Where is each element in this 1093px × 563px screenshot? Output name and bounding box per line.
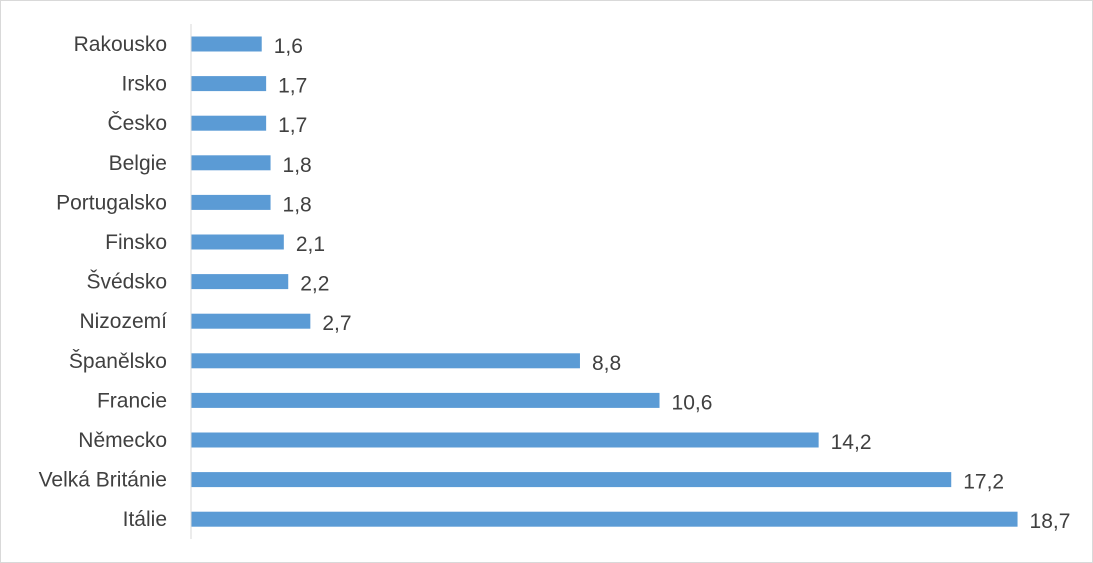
bar-1 [191,76,267,92]
category-label: Rakousko [74,33,167,56]
value-label: 8,8 [592,352,621,375]
value-label: 1,8 [283,154,312,177]
category-label: Švédsko [86,271,167,294]
category-label: Německo [78,429,167,452]
value-labels: 1,6 1,7 1,7 1,8 1,8 2,1 2,2 2,7 8,8 10,6 14,2 17,2 1… [274,35,1071,533]
value-label: 2,7 [322,312,351,335]
bars-layer [191,36,1018,527]
category-label: Portugalsko [56,191,167,214]
value-label: 1,6 [274,35,303,58]
category-label: Finsko [105,231,167,254]
bar-7 [191,313,311,329]
category-label: Španělsko [69,350,167,373]
value-label: 14,2 [831,431,872,454]
bar-2 [191,115,267,131]
value-label: 1,7 [278,114,307,137]
category-label: Velká Británie [39,469,167,492]
value-label: 10,6 [672,391,713,414]
bar-11 [191,472,952,488]
bar-12 [191,511,1018,527]
category-label: Itálie [123,508,167,531]
value-label: 1,7 [278,75,307,98]
bar-8 [191,353,580,369]
category-label: Česko [107,112,167,135]
category-label: Belgie [109,152,167,175]
bar-10 [191,432,819,448]
category-label: Irsko [121,73,167,96]
value-label: 17,2 [963,471,1004,494]
category-labels: Rakousko Irsko Česko Belgie Portugalsko Finsk… [39,33,168,531]
value-label: 2,2 [300,273,329,296]
bar-0 [191,36,262,52]
value-label: 1,8 [283,193,312,216]
bar-9 [191,392,660,408]
bar-6 [191,274,289,290]
value-label: 2,1 [296,233,325,256]
bar-4 [191,194,271,210]
category-label: Nizozemí [79,310,167,333]
bar-5 [191,234,284,250]
value-label: 18,7 [1030,510,1071,533]
bar-3 [191,155,271,171]
category-label: Francie [97,389,167,412]
